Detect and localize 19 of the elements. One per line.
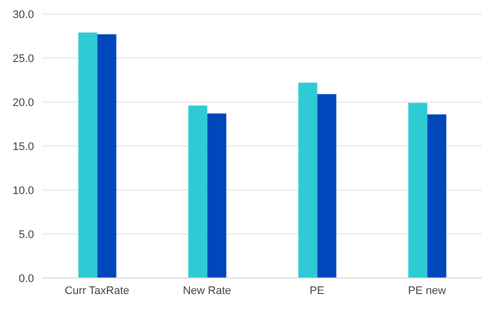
y-tick-label: 5.0 bbox=[18, 228, 34, 241]
x-tick-label: PE new bbox=[408, 284, 446, 297]
x-tick-label: New Rate bbox=[182, 284, 232, 297]
bar bbox=[298, 82, 318, 278]
y-tick-label: 20.0 bbox=[12, 96, 34, 109]
y-tick-label: 25.0 bbox=[12, 52, 34, 65]
y-tick-label: 10.0 bbox=[12, 184, 34, 197]
y-tick-label: 30.0 bbox=[12, 8, 34, 21]
y-tick-label: 15.0 bbox=[12, 140, 34, 153]
x-tick-label: PE bbox=[310, 284, 324, 297]
bar bbox=[78, 32, 98, 278]
bar bbox=[188, 106, 208, 278]
bar bbox=[317, 94, 336, 278]
bar bbox=[207, 113, 226, 278]
y-tick-label: 0.0 bbox=[18, 272, 34, 285]
x-tick-label: Curr TaxRate bbox=[64, 284, 130, 297]
bar bbox=[97, 34, 116, 278]
bar bbox=[427, 114, 446, 278]
bar bbox=[408, 102, 428, 278]
